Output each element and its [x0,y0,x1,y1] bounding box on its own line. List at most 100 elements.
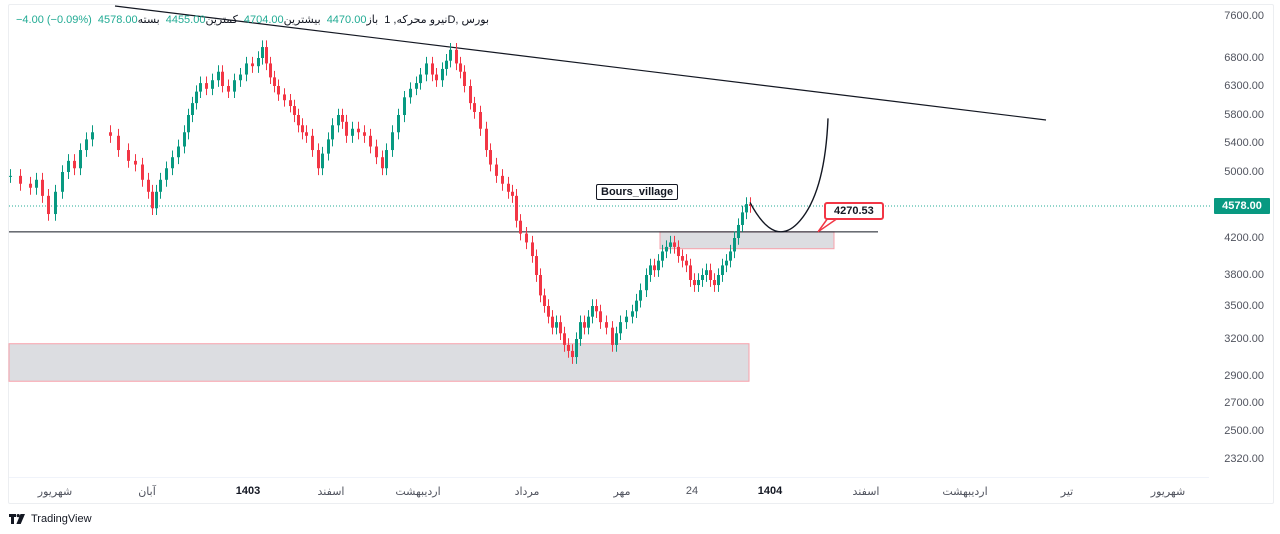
candle-up [159,179,162,192]
candle-down [547,306,550,317]
candle-down [431,63,434,75]
candle-down [311,135,314,151]
candle-up [575,339,578,358]
time-tick-label: اسفند [852,486,880,498]
candle-down [141,164,144,180]
candle-up [645,275,648,291]
candle-up [79,150,82,169]
last-price-badge: 4578.00 [1214,198,1270,214]
candle-down [559,322,562,334]
candle-up [85,139,88,151]
candle-up [187,115,190,133]
time-tick-label: اردیبهشت [942,486,988,498]
change-value: −4.00 (−0.09%) [16,14,92,26]
candle-down [369,135,372,147]
trendline[interactable] [114,5,1047,121]
candle-down [595,306,598,312]
symbol-name: نیرو محرکه [396,14,448,26]
tradingview-brand[interactable]: TradingView [9,513,92,525]
candle-up [419,74,422,84]
candle-down [485,128,488,151]
candle-up [449,49,452,61]
candle-up [625,316,628,323]
candle-down [689,265,692,280]
candle-up [397,115,400,133]
open-label: باز [366,14,379,26]
low-label: کمترین [205,14,238,26]
candle-up [233,80,236,92]
candle-up [165,168,168,180]
candle-down [151,191,154,209]
candle-down [283,94,286,101]
high-value: 4704.00 [243,14,284,26]
candle-up [199,83,202,92]
candle-up [327,139,330,154]
candle-up [257,58,260,67]
candle-down [134,160,137,165]
candle-up [701,275,704,280]
candle-up [177,146,180,158]
candle-up [183,132,186,147]
candle-down [611,327,614,345]
candle-up [35,179,38,188]
candle-up [239,74,242,81]
candle-down [221,71,224,86]
projection-curve[interactable] [749,118,829,233]
low-value: 4455.00 [165,14,206,26]
candle-down [507,183,510,192]
candle-up [579,322,582,339]
price-zone-rect[interactable] [659,231,835,250]
high-label: بیشترین [283,14,321,26]
candle-up [635,300,638,312]
price-tick-label: 4200.00 [1224,232,1264,244]
candle-down [117,135,120,151]
candle-up [591,306,594,317]
price-zone-rect[interactable] [8,343,750,382]
price-tick-label: 5400.00 [1224,137,1264,149]
candle-up [385,150,388,169]
candle-down [341,115,344,122]
price-tick-label: 2500.00 [1224,425,1264,437]
candle-down [289,100,292,107]
text-annotation[interactable]: Bours_village [596,184,679,200]
candle-down [501,175,504,184]
time-tick-label: شهریور [37,486,73,498]
candle-up [619,322,622,334]
callout-pointer [817,217,839,233]
time-tick-label: 1404 [757,485,783,497]
candle-up [555,322,558,328]
price-tick-label: 3800.00 [1224,269,1264,281]
time-tick-label: اردیبهشت [395,486,441,498]
candle-down [519,220,522,234]
candle-up [409,88,412,98]
candle-up [729,251,732,261]
candle-up [211,80,214,89]
price-tick-label: 7600.00 [1224,10,1264,22]
legend-symbol[interactable]: نیرو محرکه, 1 D, بورس [384,14,490,26]
interval-value: 1 [384,14,391,26]
candle-up [67,160,70,172]
candle-down [535,256,538,275]
candle-down [677,246,680,257]
candle-up [745,204,748,213]
candle-up [331,125,334,140]
legend-row: نیرو محرکه, 1 D, بورس باز4470.00 بیشترین4… [16,13,489,26]
candle-down [109,132,112,136]
candle-down [73,160,76,169]
price-callout-label[interactable]: 4270.53 [824,202,884,220]
timeframe-value: D [447,14,456,26]
time-tick-label: 24 [685,485,699,497]
candle-up [665,246,668,252]
price-tick-label: 5800.00 [1224,109,1264,121]
candle-down [709,270,712,280]
price-tick-label: 5000.00 [1224,166,1264,178]
candle-up [721,265,724,275]
candle-up [337,115,340,126]
candle-down [571,350,574,358]
candle-down [539,275,542,296]
candle-up [351,128,354,136]
candle-down [515,195,518,221]
candle-up [741,212,744,225]
candle-down [227,86,230,92]
